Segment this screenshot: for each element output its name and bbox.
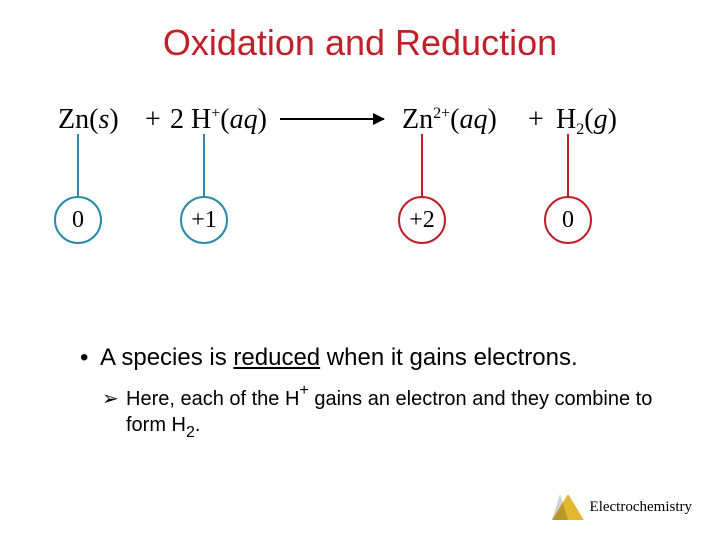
bullet-main: A species is reduced when it gains elect…	[80, 344, 660, 372]
eq-term-zn: Zn(s)	[58, 104, 119, 136]
oxidation-state-2: +2	[398, 196, 446, 244]
bullet-sub-sub: 2	[186, 424, 195, 441]
oxidation-state-0: 0	[54, 196, 102, 244]
bullet-sub-sup: +	[299, 382, 308, 399]
bullet-sub: Here, each of the H+ gains an electron a…	[80, 386, 660, 438]
bullet-main-post: when it gains electrons.	[320, 344, 577, 371]
bullet-main-keyword: reduced	[233, 344, 320, 371]
bullet-main-pre: A species is	[100, 344, 233, 371]
connector-1	[203, 134, 205, 196]
connector-0	[77, 134, 79, 196]
footer-label: Electrochemistry	[590, 499, 692, 516]
oxidation-state-1: +1	[180, 196, 228, 244]
eq-term-h2: H2(g)	[556, 104, 617, 136]
oxidation-state-3: 0	[544, 196, 592, 244]
eq-term-plus1: +	[145, 104, 161, 136]
bullet-sub-pre: Here, each of the H	[126, 388, 299, 410]
connector-3	[567, 134, 569, 196]
footer: Electrochemistry	[552, 494, 692, 520]
equation-diagram: Zn(s) +2 H+(aq) Zn2+(aq) + H2(g) 0 +1 +2 0	[0, 104, 720, 304]
connector-2	[421, 134, 423, 196]
bullet-sub-post: .	[195, 414, 201, 436]
eq-term-zn2: Zn2+(aq)	[402, 104, 497, 136]
eq-term-plus2: +	[528, 104, 544, 136]
page-title: Oxidation and Reduction	[0, 0, 720, 64]
eq-term-h: 2 H+(aq)	[170, 104, 267, 136]
reaction-arrow	[280, 118, 384, 120]
pyramid-icon	[552, 494, 584, 520]
